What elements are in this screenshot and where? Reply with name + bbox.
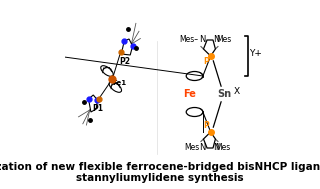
Text: X: X <box>234 87 240 95</box>
Text: N: N <box>214 143 220 153</box>
Text: Sn: Sn <box>217 89 231 99</box>
Text: Mes: Mes <box>216 36 231 44</box>
Text: P2: P2 <box>119 57 130 66</box>
Text: N: N <box>199 143 206 153</box>
Text: P1: P1 <box>93 104 104 113</box>
Text: Mes: Mes <box>215 143 231 153</box>
Text: Utilization of new flexible ferrocene-bridged bisNHCP ligands in: Utilization of new flexible ferrocene-br… <box>0 162 320 172</box>
Text: P: P <box>204 57 210 66</box>
Text: N: N <box>199 36 206 44</box>
Text: stannyliumylidene synthesis: stannyliumylidene synthesis <box>76 173 244 183</box>
Text: Y+: Y+ <box>249 50 262 59</box>
Text: Fe: Fe <box>183 89 196 99</box>
Text: N: N <box>214 36 220 44</box>
Text: Mes: Mes <box>185 143 200 153</box>
Text: P: P <box>204 121 210 130</box>
Text: Mes–: Mes– <box>179 36 198 44</box>
Text: Fe1: Fe1 <box>112 80 126 86</box>
